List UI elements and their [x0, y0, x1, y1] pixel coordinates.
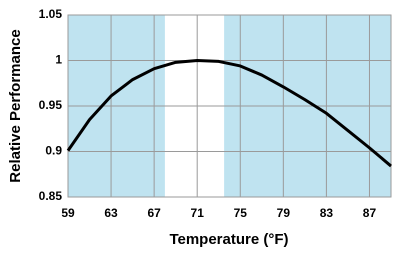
x-tick-label: 87 [363, 206, 377, 220]
y-tick-label: 1 [55, 53, 62, 67]
x-axis-title: Temperature (°F) [169, 231, 288, 248]
x-tick-label: 75 [234, 206, 248, 220]
y-tick-label: 0.85 [39, 189, 63, 203]
y-axis-title: Relative Performance [7, 29, 24, 182]
x-tick-label: 79 [277, 206, 291, 220]
x-tick-label: 59 [61, 206, 75, 220]
line [66, 59, 392, 168]
plot-frame [67, 14, 392, 198]
y-tick-label: 0.9 [45, 144, 62, 158]
x-tick-label: 83 [320, 206, 334, 220]
x-tick-label: 63 [104, 206, 118, 220]
x-tick-label: 71 [191, 206, 205, 220]
y-tick-label: 0.95 [39, 98, 63, 112]
x-tick-label: 67 [147, 206, 161, 220]
y-tick-label: 1.05 [39, 7, 63, 21]
